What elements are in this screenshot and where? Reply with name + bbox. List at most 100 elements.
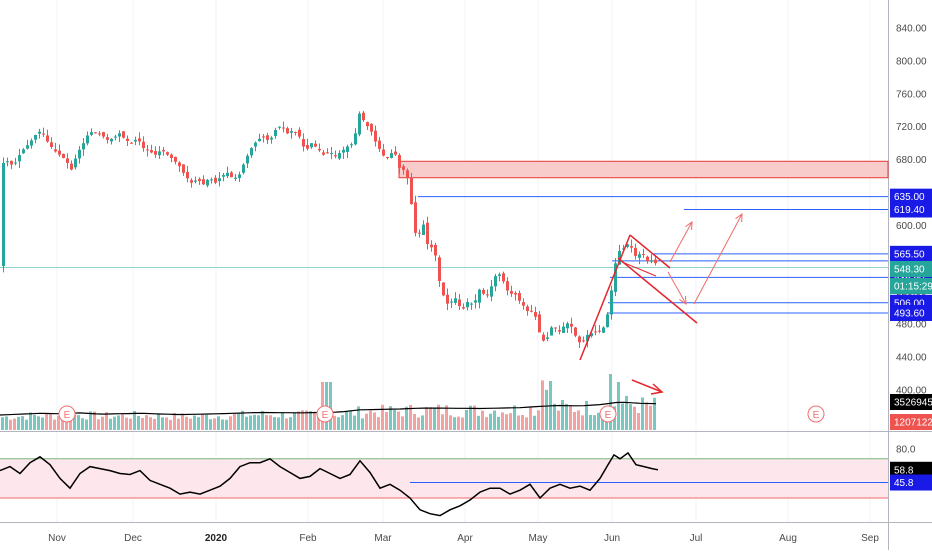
candle-body: [382, 149, 385, 156]
volume-tag-primary-box: [890, 394, 932, 410]
projection-arrow-down[interactable]: [667, 271, 687, 305]
candle-body: [262, 136, 265, 138]
candle-body: [126, 138, 129, 141]
candle-body: [634, 247, 637, 256]
volume-bar: [353, 415, 356, 430]
candle-body: [642, 254, 645, 256]
volume-bar: [341, 415, 344, 430]
candle-body: [146, 149, 149, 151]
volume-arrow[interactable]: [631, 379, 663, 393]
candle-body: [42, 133, 45, 135]
volume-bar: [125, 417, 128, 430]
candle-body: [626, 244, 629, 248]
volume-bar: [189, 418, 192, 430]
projection-arrow-up-long[interactable]: [693, 213, 743, 305]
candle-body: [362, 112, 365, 121]
volume-bar: [1, 417, 4, 430]
flagpole-line[interactable]: [579, 234, 631, 361]
volume-bar: [237, 413, 240, 430]
volume-bar: [141, 417, 144, 430]
candle-body: [150, 150, 153, 153]
candle-body: [282, 127, 285, 129]
projection-arrow-down-head: [679, 295, 687, 306]
candle-body: [426, 222, 429, 244]
volume-bar: [121, 414, 124, 430]
volume-bar: [409, 404, 412, 430]
price-tick-label: 480.00: [896, 320, 927, 331]
volume-bar: [13, 418, 16, 430]
oscillator-tick-label: 80.0: [896, 445, 916, 456]
volume-bar: [333, 415, 336, 430]
flag-lower-line[interactable]: [617, 257, 698, 324]
candle-body: [402, 166, 405, 170]
volume-arrow-head: [650, 383, 664, 395]
volume-bar: [77, 415, 80, 430]
candle-body: [378, 140, 381, 149]
candle-body: [94, 132, 97, 134]
flag-mid-line[interactable]: [621, 261, 657, 277]
candle-body: [266, 135, 269, 140]
volume-bar: [69, 418, 72, 430]
candle-body: [166, 152, 169, 155]
oscillator-pane[interactable]: [0, 451, 888, 517]
candle-body: [18, 155, 21, 162]
volume-bar: [501, 412, 504, 430]
candle-body: [646, 256, 649, 262]
resistance-zone-box[interactable]: [398, 160, 889, 179]
candle-body: [298, 129, 301, 137]
candle-body: [522, 302, 525, 306]
volume-bar: [37, 416, 40, 430]
volume-bar: [453, 417, 456, 430]
price-tag-493-60-text: 493.60: [894, 308, 925, 319]
time-axis[interactable]: Nov Dec 2020 Feb Mar Apr May Jun Jul Aug Sep: [48, 533, 879, 544]
volume-bar: [581, 415, 584, 430]
volume-bar: [217, 416, 220, 430]
candle-body: [106, 137, 109, 140]
earnings-event-marker[interactable]: E: [316, 405, 334, 423]
earnings-event-marker[interactable]: E: [58, 405, 76, 423]
candle-body: [50, 142, 53, 148]
volume-bar: [597, 412, 600, 430]
candle-body: [318, 148, 321, 151]
earnings-event-marker[interactable]: E: [599, 405, 617, 423]
volume-bar: [41, 417, 44, 430]
volume-bar: [621, 403, 624, 430]
candle-body: [370, 123, 373, 132]
candle-body: [530, 310, 533, 312]
candle-body: [66, 158, 69, 163]
candle-body: [222, 174, 225, 177]
candle-body: [134, 139, 137, 142]
time-tick-label: Sep: [861, 533, 879, 544]
volume-bar: [197, 417, 200, 430]
candle-body: [14, 162, 17, 164]
volume-bar: [617, 382, 620, 430]
candle-body: [190, 180, 193, 183]
volume-bar: [437, 404, 440, 430]
candle-body: [590, 333, 593, 337]
candle-body: [410, 177, 413, 205]
drawings-layer[interactable]: [579, 212, 743, 395]
volume-bar: [473, 405, 476, 430]
volume-bar: [413, 413, 416, 430]
volume-bar: [21, 416, 24, 430]
time-tick-label: Jul: [690, 533, 703, 544]
candle-body: [366, 122, 369, 127]
candle-body: [650, 260, 653, 262]
projection-arrow-up-short[interactable]: [669, 221, 693, 263]
volume-bar: [89, 411, 92, 430]
oscillator-band: [0, 458, 888, 498]
volume-bar: [653, 397, 656, 430]
candle-body: [538, 314, 541, 333]
volume-bar: [5, 416, 8, 430]
candle-body: [514, 292, 517, 295]
earnings-event-marker[interactable]: E: [807, 405, 825, 423]
candle-body: [546, 337, 549, 339]
price-tag-619-40: 619.40: [890, 201, 932, 218]
volume-bar: [569, 405, 572, 430]
flag-upper-line[interactable]: [629, 234, 671, 269]
price-tick-label: 440.00: [896, 353, 927, 364]
volume-bar: [477, 415, 480, 430]
